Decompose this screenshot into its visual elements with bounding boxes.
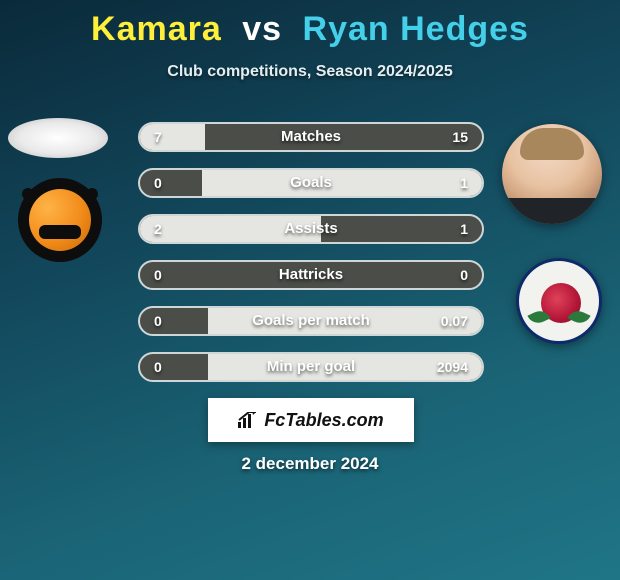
chart-icon [238,412,258,428]
stat-row: 715Matches [138,122,484,152]
stat-row: 01Goals [138,168,484,198]
title-player2: Ryan Hedges [303,10,529,48]
subtitle: Club competitions, Season 2024/2025 [0,63,620,81]
snapshot-date: 2 december 2024 [0,454,620,474]
title-player1: Kamara [91,10,222,48]
stat-label: Matches [140,124,482,150]
stat-label: Goals per match [140,308,482,334]
stat-row: 00.07Goals per match [138,306,484,336]
stat-label: Min per goal [140,354,482,380]
stat-label: Hattricks [140,262,482,288]
stats-panel: 715Matches 01Goals 21Assists 00Hattricks 00.… [138,122,484,398]
player2-club-badge [516,258,602,344]
player1-avatar [8,118,108,158]
title-vs: vs [232,10,292,48]
stat-row: 00Hattricks [138,260,484,290]
stat-row: 02094Min per goal [138,352,484,382]
stat-label: Goals [140,170,482,196]
player2-avatar [502,124,602,224]
player1-club-badge [18,178,102,262]
stat-label: Assists [140,216,482,242]
brand-badge: FcTables.com [208,398,414,442]
brand-text: FcTables.com [264,410,383,431]
stat-row: 21Assists [138,214,484,244]
comparison-title: Kamara vs Ryan Hedges [0,0,620,49]
